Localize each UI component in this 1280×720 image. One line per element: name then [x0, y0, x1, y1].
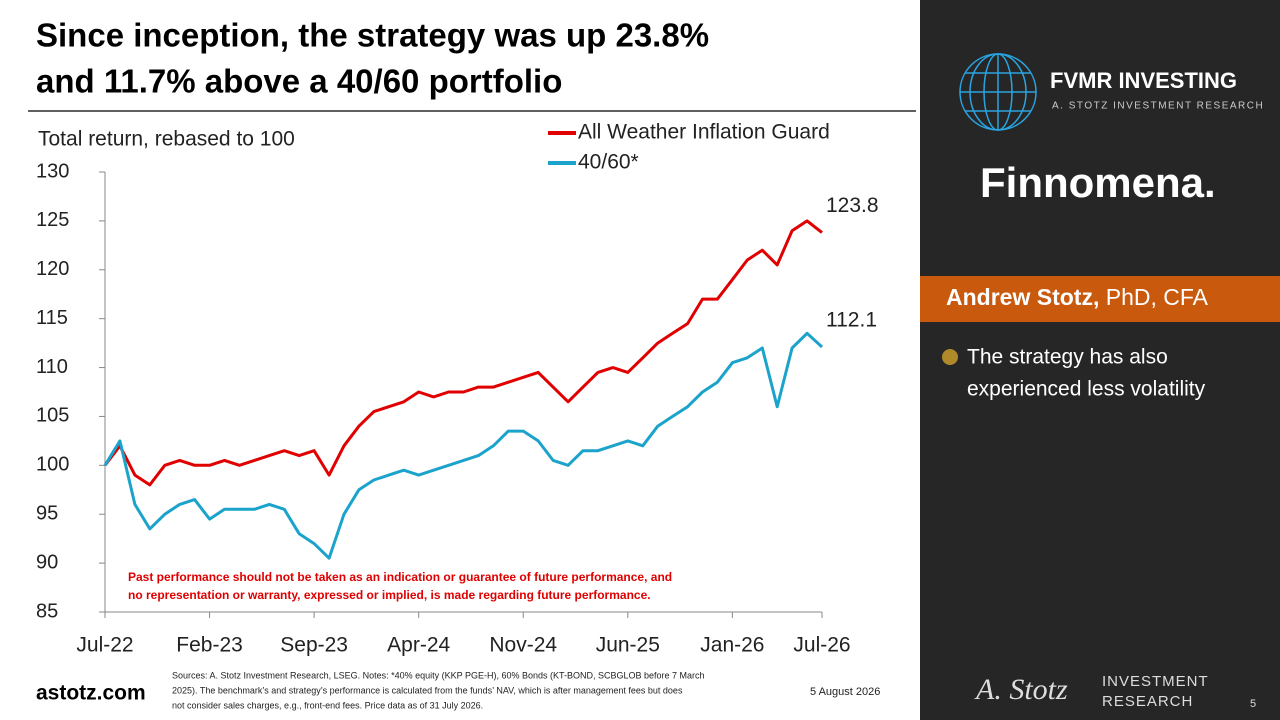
end-value-label: 123.8	[826, 194, 879, 217]
y-tick-label: 110	[36, 356, 68, 378]
globe-logo	[959, 53, 1037, 131]
page-number: 5	[1250, 698, 1256, 710]
footer-logo-script: A. Stotz	[974, 673, 1068, 706]
brand: FVMR INVESTING	[1050, 68, 1237, 93]
presenter: Andrew Stotz, PhD, CFA	[946, 284, 1209, 310]
y-tick-label: 120	[36, 258, 69, 280]
legend-label: All Weather Inflation Guard	[578, 121, 830, 144]
y-tick-label: 85	[36, 600, 58, 622]
footer-logo-text: RESEARCH	[1102, 693, 1193, 710]
y-tick-label: 130	[36, 160, 69, 182]
x-tick-label: Apr-24	[387, 634, 450, 657]
presenter-name: Andrew Stotz,	[946, 284, 1099, 310]
x-tick-label: Jul-26	[793, 634, 850, 657]
brand-subtitle: A. STOTZ INVESTMENT RESEARCH	[1052, 101, 1264, 112]
series-line	[103, 331, 824, 560]
y-axis-title: Total return, rebased to 100	[38, 128, 295, 151]
disclaimer: no representation or warranty, expressed…	[128, 588, 651, 602]
y-tick-label: 100	[36, 454, 69, 476]
footer-logo-text: INVESTMENT	[1102, 673, 1209, 690]
presenter-bar	[920, 276, 1280, 322]
x-tick-label: Nov-24	[489, 634, 557, 657]
end-value-label: 112.1	[826, 309, 877, 332]
x-tick-label: Sep-23	[280, 634, 348, 657]
y-tick-label: 115	[36, 307, 68, 329]
sources: 2025). The benchmark’s and strategy’s pe…	[172, 685, 683, 695]
title: and 11.7% above a 40/60 portfolio	[36, 63, 562, 100]
title: Since inception, the strategy was up 23.…	[36, 17, 709, 54]
presenter-credentials: PhD, CFA	[1106, 284, 1209, 310]
y-tick-label: 95	[36, 503, 58, 525]
bullet-icon	[942, 349, 958, 365]
x-tick-label: Jan-26	[700, 634, 764, 657]
x-tick-label: Feb-23	[176, 634, 243, 657]
x-tick-label: Jun-25	[596, 634, 660, 657]
bullet-text: The strategy has also	[967, 346, 1168, 369]
website: astotz.com	[36, 682, 146, 705]
series-line	[103, 219, 823, 487]
legend-label: 40/60*	[578, 151, 639, 174]
date: 5 August 2026	[810, 686, 880, 698]
disclaimer: Past performance should not be taken as …	[128, 570, 672, 584]
y-tick-label: 125	[36, 209, 69, 231]
y-tick-label: 105	[36, 405, 69, 427]
sources: not consider sales charges, e.g., front-…	[172, 700, 483, 710]
x-tick-label: Jul-22	[76, 634, 133, 657]
sources: Sources: A. Stotz Investment Research, L…	[172, 670, 705, 680]
y-tick-label: 90	[36, 551, 58, 573]
partner-logo: Finnomena.	[980, 159, 1216, 206]
bullet-text: experienced less volatility	[967, 378, 1206, 401]
